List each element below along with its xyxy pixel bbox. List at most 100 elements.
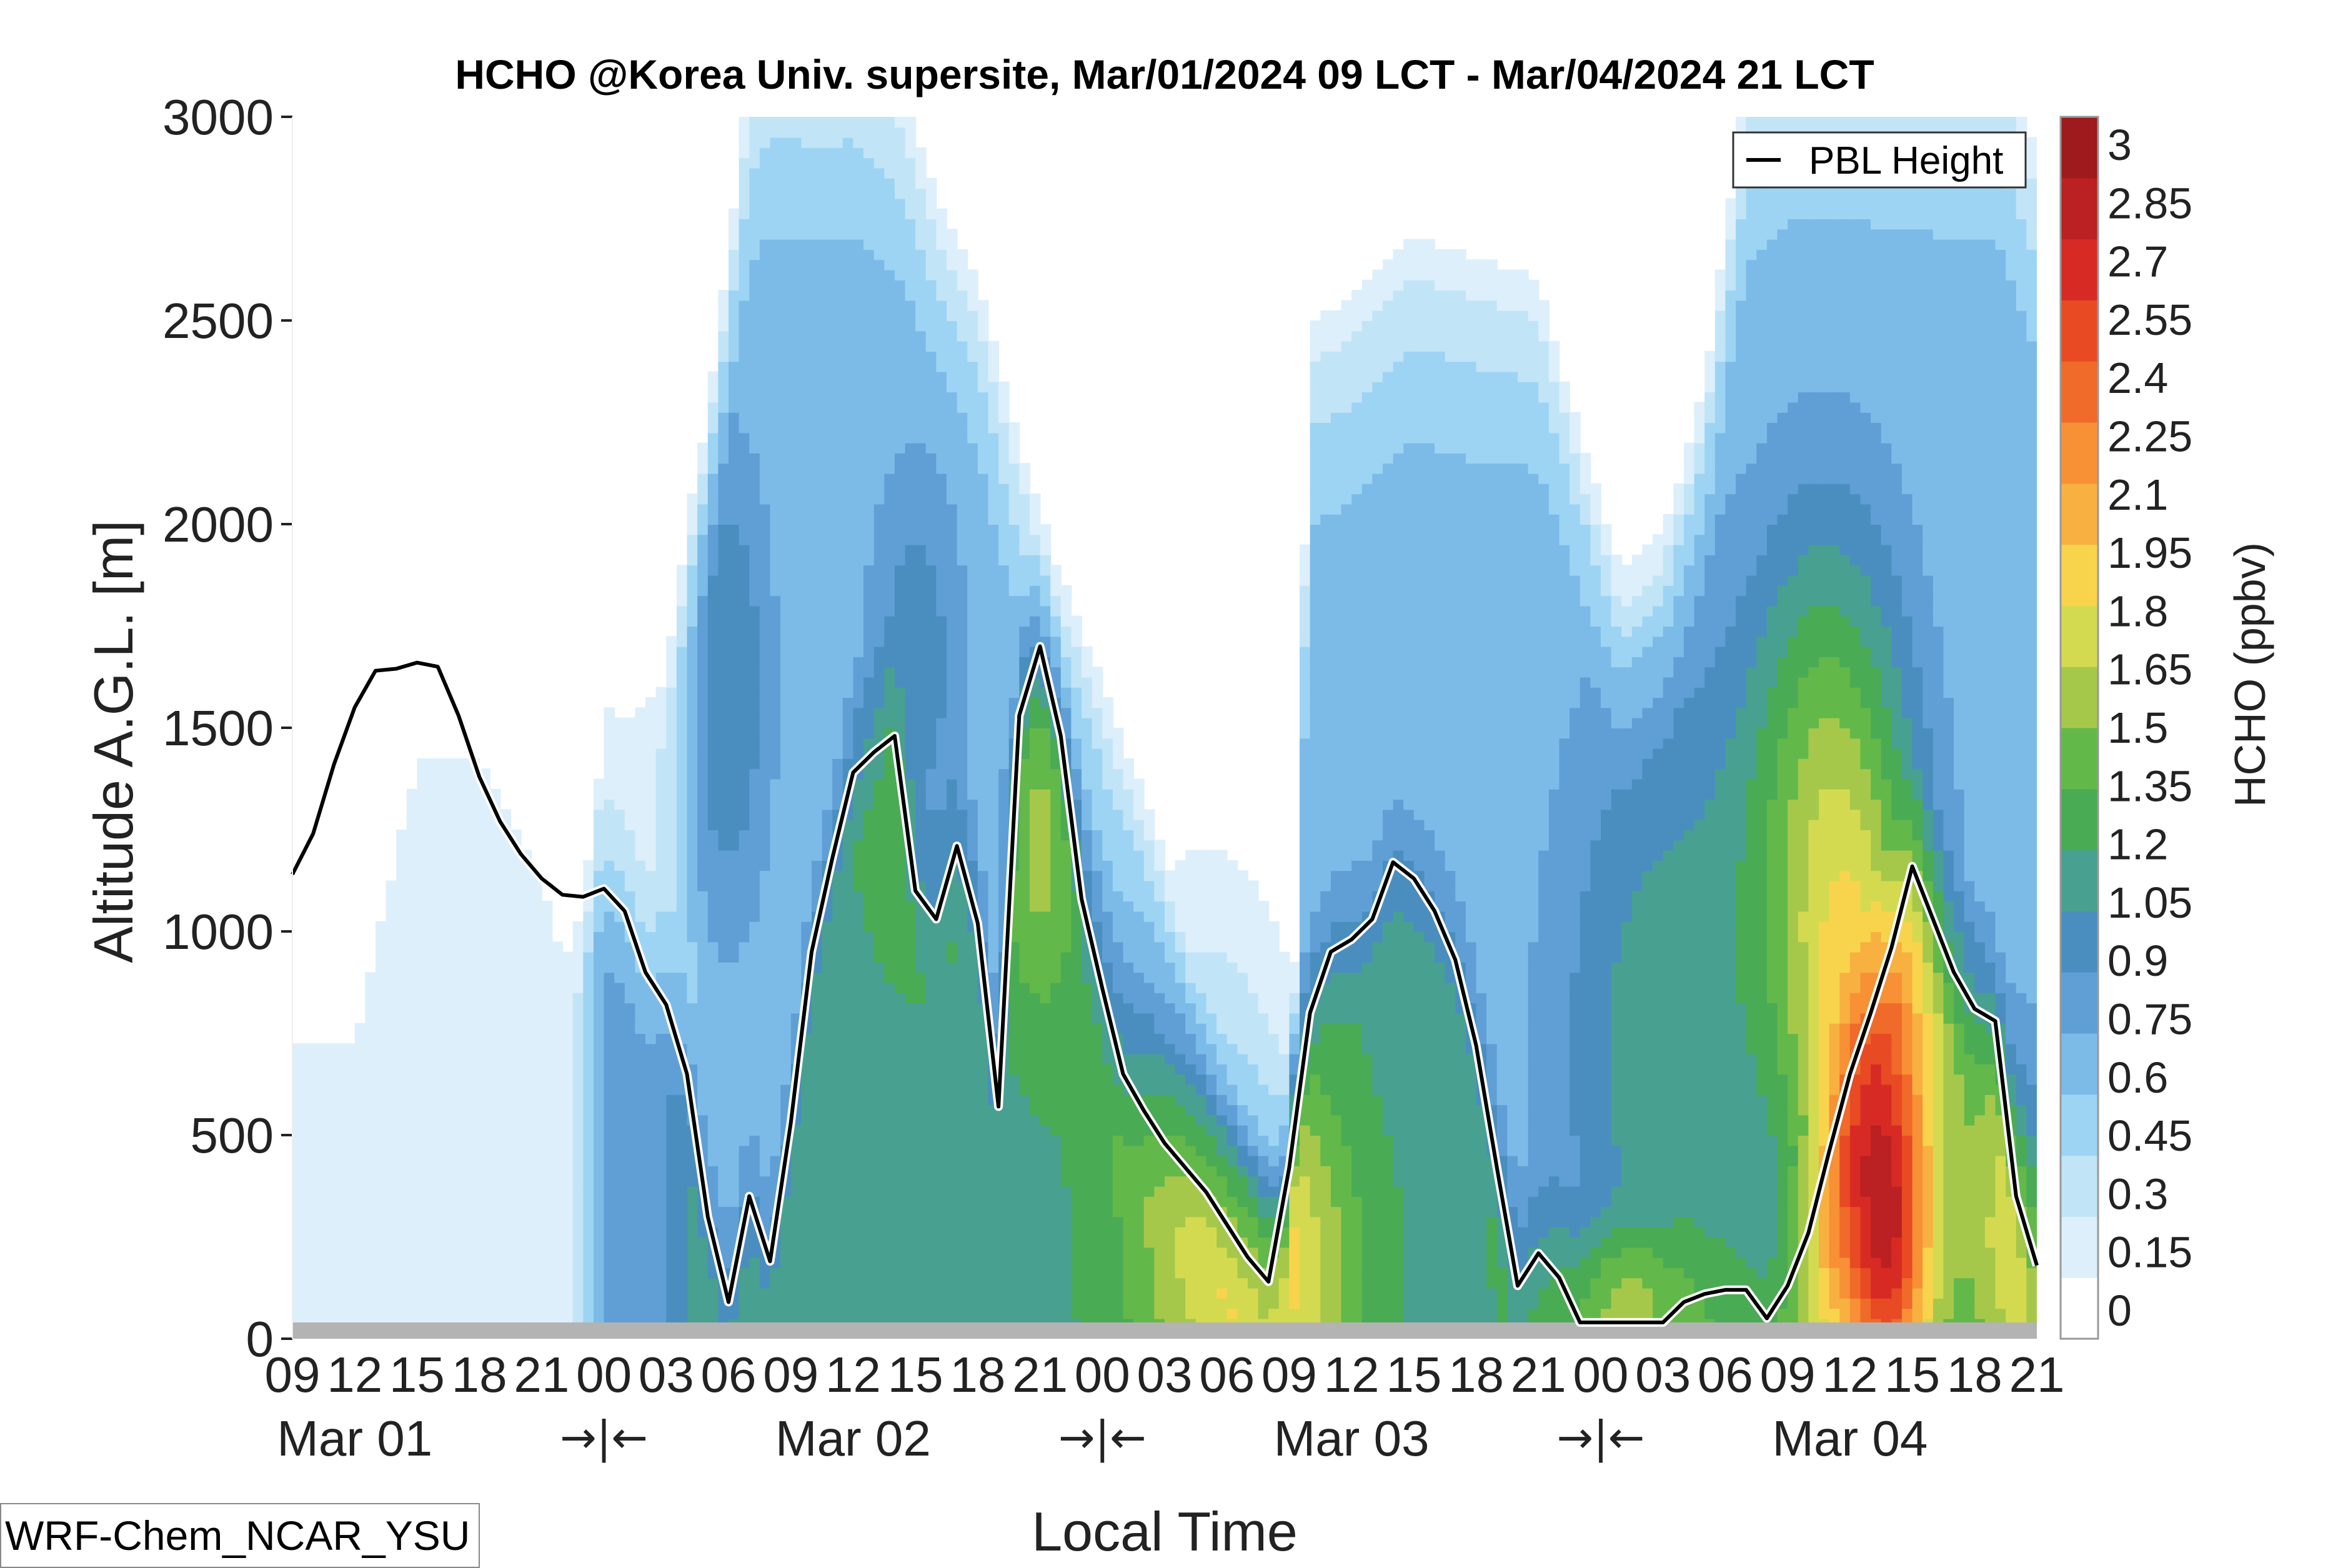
hcho-cell (822, 494, 833, 505)
hcho-cell (687, 870, 699, 881)
hcho-cell (458, 1247, 470, 1258)
hcho-cell (925, 1003, 937, 1014)
hcho-cell (729, 259, 740, 270)
hcho-cell (842, 1094, 854, 1106)
hcho-cell (386, 1053, 397, 1064)
hcho-cell (801, 1237, 812, 1248)
hcho-cell (583, 1226, 594, 1238)
hcho-cell (427, 1074, 439, 1085)
hcho-cell (905, 636, 917, 647)
hcho-cell (873, 1104, 885, 1116)
hcho-cell (313, 1063, 324, 1075)
hcho-cell (427, 1084, 439, 1095)
hcho-cell (801, 1196, 812, 1208)
hcho-cell (832, 1074, 843, 1085)
hcho-cell (479, 1288, 490, 1299)
hcho-cell (697, 1237, 709, 1248)
hcho-cell (323, 1237, 335, 1248)
hcho-cell (894, 340, 906, 352)
hcho-cell (905, 524, 917, 535)
hcho-cell (853, 565, 865, 576)
hcho-cell (334, 1165, 346, 1177)
hcho-cell (583, 1145, 594, 1156)
hcho-cell (520, 1257, 532, 1268)
hcho-cell (822, 279, 833, 291)
hcho-cell (873, 239, 885, 250)
hcho-cell (687, 595, 699, 607)
hcho-cell (967, 951, 978, 963)
hcho-cell (614, 1063, 625, 1075)
hcho-cell (947, 1003, 958, 1014)
hcho-cell (386, 1278, 397, 1289)
hcho-cell (552, 1104, 564, 1116)
hcho-cell (811, 1298, 823, 1309)
hcho-cell (313, 1043, 324, 1054)
hcho-cell (863, 483, 875, 495)
hcho-cell (520, 1063, 532, 1075)
hcho-cell (687, 524, 699, 535)
hcho-cell (427, 901, 439, 912)
hcho-cell (614, 1308, 625, 1319)
hcho-cell (386, 961, 397, 973)
hcho-cell (842, 941, 854, 953)
hcho-cell (489, 890, 501, 902)
hcho-cell (832, 1226, 843, 1238)
hcho-cell (583, 860, 594, 871)
hcho-cell (334, 1176, 346, 1187)
hcho-cell (780, 514, 792, 525)
hcho-cell (697, 788, 709, 800)
hcho-cell (707, 951, 719, 963)
hcho-cell (822, 198, 833, 209)
hcho-cell (541, 1043, 553, 1054)
hcho-cell (853, 778, 865, 790)
hcho-cell (406, 870, 418, 881)
hcho-cell (729, 646, 740, 657)
hcho-cell (749, 1033, 760, 1045)
hcho-cell (853, 1247, 865, 1258)
hcho-cell (334, 1104, 346, 1116)
hcho-cell (344, 1186, 356, 1197)
hcho-cell (770, 137, 782, 148)
hcho-cell (479, 931, 490, 943)
hcho-cell (957, 330, 968, 342)
hcho-cell (386, 1288, 397, 1299)
hcho-cell (417, 1267, 429, 1279)
hcho-cell (759, 758, 771, 770)
hcho-cell (801, 605, 812, 617)
hcho-cell (645, 1003, 657, 1014)
hcho-cell (873, 198, 885, 209)
hcho-cell (863, 972, 875, 983)
hcho-cell (572, 951, 584, 963)
hcho-cell (552, 1023, 564, 1034)
hcho-cell (489, 1257, 501, 1268)
hcho-cell (811, 768, 823, 780)
hcho-cell (749, 931, 760, 943)
hcho-cell (811, 697, 823, 708)
hcho-cell (770, 941, 782, 953)
hcho-cell (884, 1247, 895, 1258)
hcho-cell (915, 269, 927, 280)
hcho-cell (635, 830, 647, 841)
hcho-cell (489, 901, 501, 912)
hcho-cell (780, 188, 792, 199)
hcho-cell (873, 219, 885, 230)
hcho-cell (832, 554, 843, 566)
hcho-cell (365, 1094, 376, 1106)
hcho-cell (520, 961, 532, 973)
hcho-cell (915, 392, 927, 403)
hcho-cell (635, 809, 647, 820)
hcho-cell (822, 229, 833, 240)
hcho-cell (853, 422, 865, 434)
hcho-cell (842, 1124, 854, 1136)
hcho-cell (572, 1308, 584, 1319)
hcho-cell (770, 463, 782, 474)
hcho-cell (448, 1237, 459, 1248)
hcho-cell (718, 890, 729, 902)
hcho-cell (697, 667, 709, 678)
hcho-cell (313, 1084, 324, 1095)
hcho-cell (925, 575, 937, 586)
hcho-cell (645, 921, 657, 932)
hcho-cell (832, 1104, 843, 1116)
hcho-cell (811, 1165, 823, 1177)
hcho-cell (386, 1226, 397, 1238)
